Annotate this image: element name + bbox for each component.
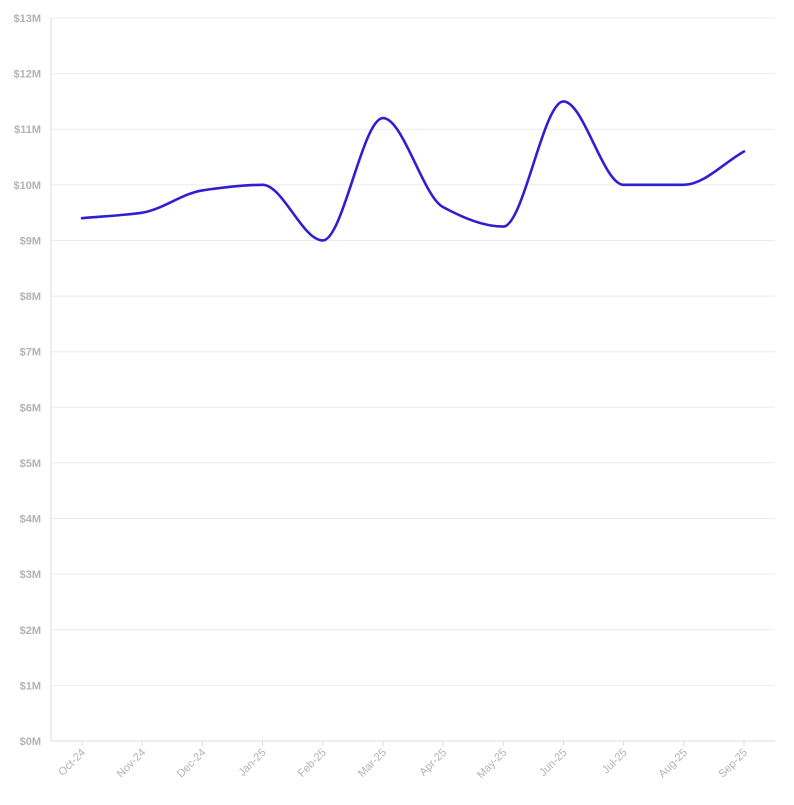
y-tick-label: $3M [20, 569, 41, 581]
x-tick-label: Sep-25 [717, 747, 751, 781]
x-tick-label: Oct-24 [56, 747, 88, 779]
y-tick-label: $7M [20, 347, 41, 359]
x-tick-label: Feb-25 [296, 747, 329, 780]
x-tick-label: Dec-24 [175, 747, 209, 781]
x-tick-label: Nov-24 [115, 747, 149, 781]
x-tick-label: Jan-25 [236, 747, 268, 779]
y-tick-label: $9M [20, 235, 41, 247]
y-tick-label: $6M [20, 402, 41, 414]
y-tick-label: $11M [14, 124, 41, 136]
x-tick-label: Mar-25 [356, 747, 389, 780]
x-tick-label: Aug-25 [656, 747, 690, 781]
y-tick-label: $8M [20, 291, 41, 303]
label-layer: $0M $1M $2M $3M $4M $5M $6M $7M $8M $9M $10M $11M $1… [13, 13, 750, 781]
y-tick-label: $10M [13, 180, 41, 192]
y-tick-label: $4M [20, 514, 41, 526]
y-tick-label: $12M [13, 69, 41, 81]
y-tick-label: $1M [20, 680, 41, 692]
axis-layer [50, 18, 775, 746]
y-tick-label: $2M [20, 625, 41, 637]
x-tick-label: Apr-25 [417, 747, 449, 779]
y-tick-label: $5M [20, 458, 41, 470]
x-tick-label: May-25 [475, 747, 509, 781]
y-tick-label: $13M [13, 13, 41, 25]
y-tick-label: $0M [20, 736, 41, 748]
x-tick-label: Jun-25 [537, 747, 569, 779]
series-layer [80, 100, 746, 242]
x-tick-label: Jul-25 [600, 747, 630, 777]
series-line [80, 100, 746, 242]
grid-layer [51, 17, 775, 686]
